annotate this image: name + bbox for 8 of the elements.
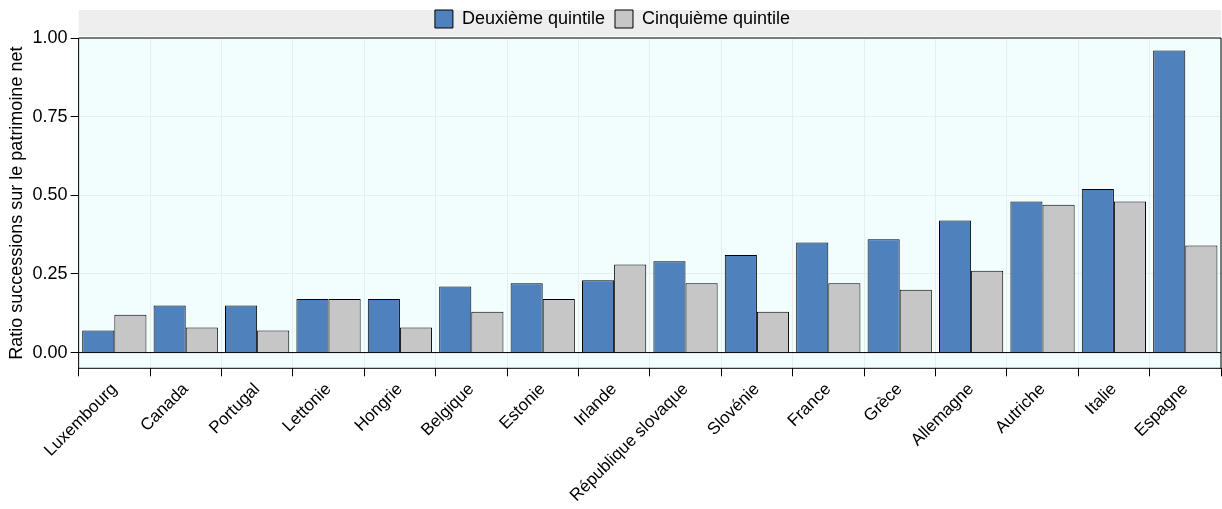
- y-tick-label: 0.25: [32, 262, 68, 283]
- y-tick-label: 0.50: [32, 184, 68, 205]
- y-tick-label: 1.00: [32, 26, 68, 47]
- legend-label: Deuxième quintile: [461, 7, 605, 28]
- y-tick-label: 0.00: [32, 341, 68, 362]
- y-tick-label: 0.75: [32, 105, 68, 126]
- legend-label: Cinquième quintile: [642, 7, 791, 28]
- y-axis-title: Ratio successions sur le patrimoine net: [5, 46, 26, 360]
